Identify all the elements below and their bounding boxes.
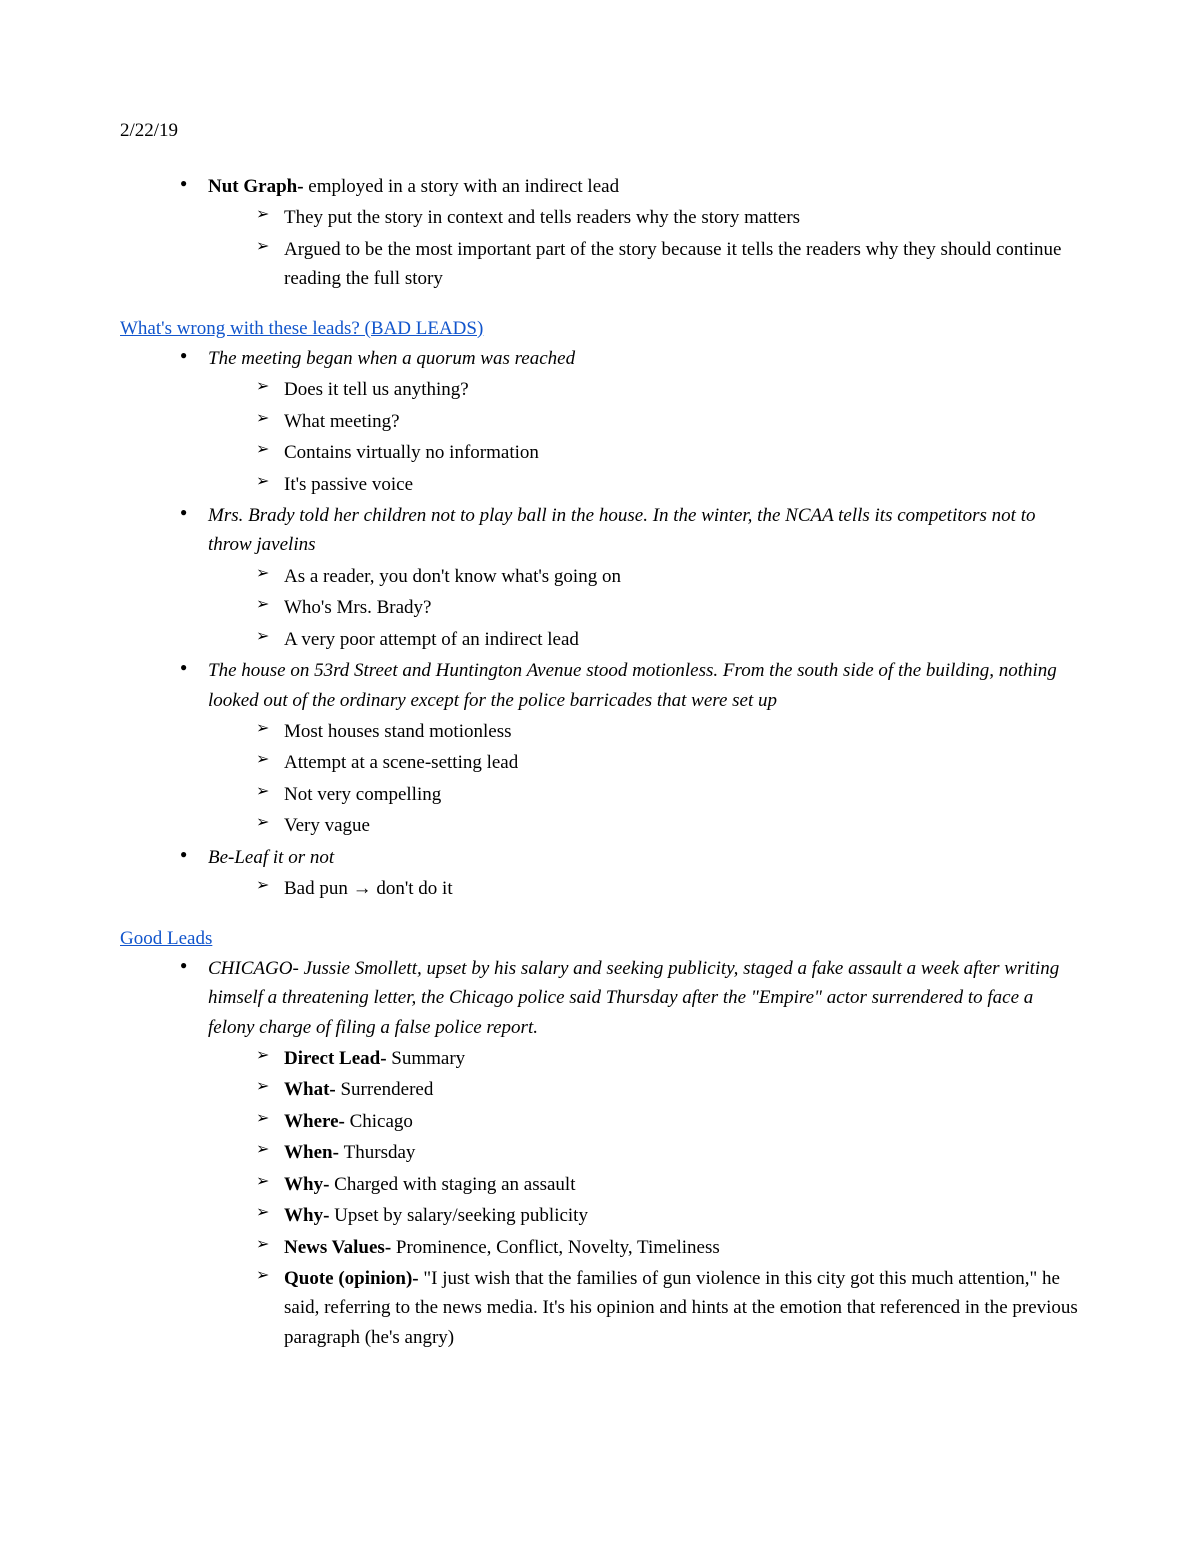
- sub-label: What-: [284, 1079, 340, 1100]
- good-leads-heading: Good Leads: [120, 928, 1080, 950]
- lead-text: The meeting began when a quorum was reac…: [208, 348, 575, 369]
- list-item: Nut Graph- employed in a story with an i…: [180, 172, 1080, 294]
- sub-label: Why-: [284, 1205, 334, 1226]
- sub-value: Upset by salary/seeking publicity: [334, 1205, 588, 1226]
- date-text: 2/22/19: [120, 120, 1080, 142]
- nut-graph-list: Nut Graph- employed in a story with an i…: [120, 172, 1080, 294]
- sub-item: News Values- Prominence, Conflict, Novel…: [256, 1233, 1080, 1262]
- sub-list: Direct Lead- Summary What- Surrendered W…: [208, 1044, 1080, 1352]
- sub-value: Charged with staging an assault: [334, 1174, 575, 1195]
- sub-item: As a reader, you don't know what's going…: [256, 562, 1080, 591]
- good-leads-list: CHICAGO- Jussie Smollett, upset by his s…: [120, 954, 1080, 1353]
- good-leads-section: Good Leads CHICAGO- Jussie Smollett, ups…: [120, 928, 1080, 1353]
- sub-item: Who's Mrs. Brady?: [256, 593, 1080, 622]
- sub-label: Direct Lead-: [284, 1048, 391, 1069]
- sub-item: A very poor attempt of an indirect lead: [256, 625, 1080, 654]
- sub-item: Contains virtually no information: [256, 438, 1080, 467]
- sub-item: Very vague: [256, 811, 1080, 840]
- list-item: Be-Leaf it or not Bad pun → don't do it: [180, 843, 1080, 904]
- document-page: 2/22/19 Nut Graph- employed in a story w…: [0, 0, 1200, 1456]
- sub-item: Why- Charged with staging an assault: [256, 1170, 1080, 1199]
- sub-item: Bad pun → don't do it: [256, 874, 1080, 903]
- sub-item: It's passive voice: [256, 470, 1080, 499]
- sub-item: They put the story in context and tells …: [256, 203, 1080, 232]
- sub-list: They put the story in context and tells …: [208, 203, 1080, 293]
- lead-text: The house on 53rd Street and Huntington …: [208, 660, 1057, 710]
- sub-list: Does it tell us anything? What meeting? …: [208, 375, 1080, 499]
- sub-label: When-: [284, 1142, 344, 1163]
- sub-item: Why- Upset by salary/seeking publicity: [256, 1201, 1080, 1230]
- sub-item: Most houses stand motionless: [256, 717, 1080, 746]
- sub-item: Attempt at a scene-setting lead: [256, 748, 1080, 777]
- list-item: The meeting began when a quorum was reac…: [180, 344, 1080, 499]
- sub-item: When- Thursday: [256, 1138, 1080, 1167]
- sub-value: Surrendered: [340, 1079, 433, 1100]
- sub-list: As a reader, you don't know what's going…: [208, 562, 1080, 654]
- term-label: Nut Graph-: [208, 176, 308, 197]
- bad-leads-heading: What's wrong with these leads? (BAD LEAD…: [120, 318, 1080, 340]
- sub-item: What meeting?: [256, 407, 1080, 436]
- lead-text: Be-Leaf it or not: [208, 847, 334, 868]
- sub-item: Where- Chicago: [256, 1107, 1080, 1136]
- sub-label: Where-: [284, 1111, 350, 1132]
- sub-value: Summary: [391, 1048, 465, 1069]
- bad-leads-section: What's wrong with these leads? (BAD LEAD…: [120, 318, 1080, 904]
- sub-label: Quote (opinion)-: [284, 1268, 423, 1289]
- lead-text: Mrs. Brady told her children not to play…: [208, 505, 1036, 555]
- sub-item: Direct Lead- Summary: [256, 1044, 1080, 1073]
- sub-value: Prominence, Conflict, Novelty, Timelines…: [396, 1237, 720, 1258]
- sub-item: What- Surrendered: [256, 1075, 1080, 1104]
- lead-text: CHICAGO- Jussie Smollett, upset by his s…: [208, 958, 1059, 1038]
- sub-label: News Values-: [284, 1237, 396, 1258]
- sub-value: Thursday: [344, 1142, 416, 1163]
- list-item: The house on 53rd Street and Huntington …: [180, 656, 1080, 841]
- sub-value: Chicago: [350, 1111, 413, 1132]
- list-item: CHICAGO- Jussie Smollett, upset by his s…: [180, 954, 1080, 1353]
- sub-item: Quote (opinion)- "I just wish that the f…: [256, 1264, 1080, 1352]
- sub-item: Argued to be the most important part of …: [256, 235, 1080, 294]
- sub-item: Not very compelling: [256, 780, 1080, 809]
- sub-label: Why-: [284, 1174, 334, 1195]
- sub-item: Does it tell us anything?: [256, 375, 1080, 404]
- sub-list: Bad pun → don't do it: [208, 874, 1080, 903]
- list-item: Mrs. Brady told her children not to play…: [180, 501, 1080, 654]
- bad-leads-list: The meeting began when a quorum was reac…: [120, 344, 1080, 904]
- term-definition: employed in a story with an indirect lea…: [308, 176, 619, 197]
- sub-list: Most houses stand motionless Attempt at …: [208, 717, 1080, 841]
